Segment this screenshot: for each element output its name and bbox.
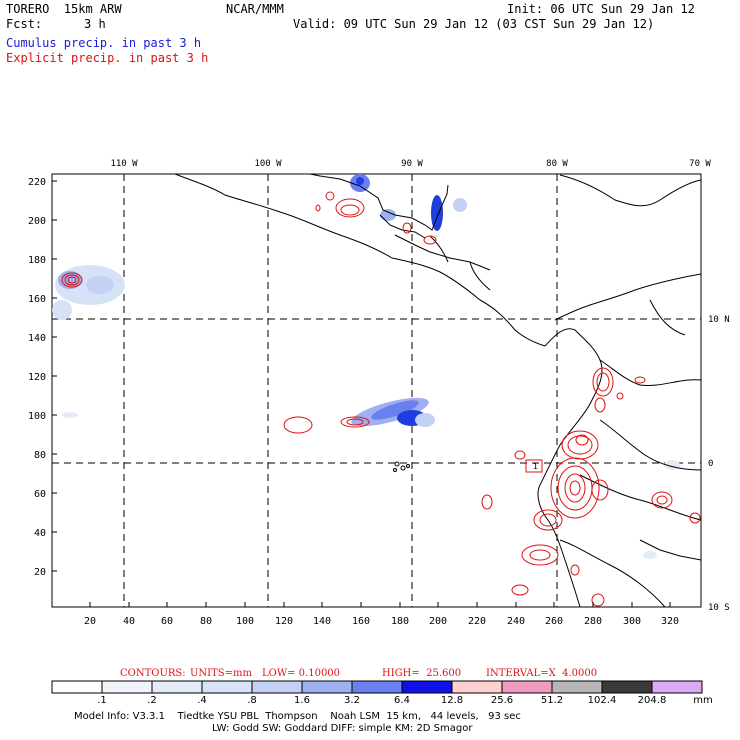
coastlines <box>174 173 702 608</box>
model-info-line2: LW: Godd SW: Goddard DIFF: simple KM: 2D… <box>212 723 473 734</box>
scale-swatch <box>501 680 553 694</box>
scale-label: 6.4 <box>394 695 410 706</box>
x-tick-label: 260 <box>545 616 563 627</box>
x-tick-label: 280 <box>584 616 602 627</box>
contour-interval: INTERVAL=X 4.0000 <box>486 668 598 679</box>
x-tick-label: 320 <box>661 616 679 627</box>
scale-label: 3.2 <box>344 695 360 706</box>
x-tick-label: 120 <box>275 616 293 627</box>
scale-swatch <box>151 680 203 694</box>
scale-swatch <box>551 680 603 694</box>
scale-label: 12.8 <box>440 695 464 706</box>
y-tick-label: 80 <box>34 450 46 461</box>
init-time: Init: 06 UTC Sun 29 Jan 12 <box>507 2 695 16</box>
x-tick-label: 200 <box>429 616 447 627</box>
cumulus-precip-areas <box>52 174 680 559</box>
x-tick-label: 20 <box>84 616 96 627</box>
lat-label-10s: 10 S <box>708 603 730 613</box>
y-tick-label: 200 <box>28 216 46 227</box>
valid-time: Valid: 09 UTC Sun 29 Jan 12 (03 CST Sun … <box>293 17 655 31</box>
y-tick-label: 140 <box>28 333 46 344</box>
scale-unit: mm <box>693 695 713 706</box>
map-frame <box>51 173 702 608</box>
y-tick-label: 220 <box>28 177 46 188</box>
scale-label: 25.6 <box>490 695 514 706</box>
y-tick-label: 20 <box>34 567 46 578</box>
lon-label-110w: 110 W <box>110 159 138 169</box>
scale-label: 204.8 <box>637 695 667 706</box>
model-info-line1: Model Info: V3.3.1 Tiedtke YSU PBL Thomp… <box>74 711 521 722</box>
model-title: TORERO 15km ARW <box>6 2 122 16</box>
scale-label: 102.4 <box>587 695 617 706</box>
color-scale-bar <box>51 680 703 694</box>
lon-label-100w: 100 W <box>254 159 282 169</box>
lon-label-80w: 80 W <box>546 159 568 169</box>
forecast-value: 3 h <box>84 17 106 31</box>
x-tick-label: 300 <box>623 616 641 627</box>
lat-label-10n: 10 N <box>708 315 730 325</box>
explicit-precip-contours <box>61 191 701 607</box>
scale-swatch <box>201 680 253 694</box>
x-tick-label: 220 <box>468 616 486 627</box>
scale-swatch <box>451 680 503 694</box>
lon-label-90w: 90 W <box>401 159 423 169</box>
axis-ticks <box>52 180 671 607</box>
scale-swatch <box>401 680 453 694</box>
field-explicit-label: Explicit precip. in past 3 h <box>6 51 209 65</box>
x-tick-label: 60 <box>161 616 173 627</box>
field-cumulus-label: Cumulus precip. in past 3 h <box>6 36 202 50</box>
x-tick-label: 40 <box>123 616 135 627</box>
x-tick-label: 160 <box>352 616 370 627</box>
forecast-label: Fcst: <box>6 17 43 31</box>
contour-title: CONTOURS: <box>120 668 186 679</box>
x-tick-label: 140 <box>313 616 331 627</box>
scale-swatch <box>351 680 403 694</box>
scale-label: 51.2 <box>540 695 564 706</box>
scale-swatch <box>101 680 153 694</box>
y-tick-label: 100 <box>28 411 46 422</box>
x-tick-label: 180 <box>391 616 409 627</box>
scale-swatch <box>51 680 103 694</box>
scale-label: .2 <box>147 695 157 706</box>
x-tick-label: 100 <box>236 616 254 627</box>
y-tick-label: 120 <box>28 372 46 383</box>
contour-low: LOW= 0.10000 <box>262 668 341 679</box>
org-label: NCAR/MMM <box>226 2 284 16</box>
contour-units: UNITS=mm <box>190 668 252 679</box>
y-tick-label: 180 <box>28 255 46 266</box>
scale-label: 1.6 <box>294 695 310 706</box>
y-tick-label: 40 <box>34 528 46 539</box>
scale-swatch <box>251 680 303 694</box>
scale-label: .4 <box>197 695 207 706</box>
x-tick-label: 80 <box>200 616 212 627</box>
scale-swatch <box>651 680 703 694</box>
scale-label: .8 <box>247 695 257 706</box>
lon-label-70w: 70 W <box>689 159 711 169</box>
contour-high: HIGH= 25.600 <box>382 668 462 679</box>
y-tick-label: 160 <box>28 294 46 305</box>
contour-high-marker: 1 <box>533 462 538 471</box>
y-tick-label: 60 <box>34 489 46 500</box>
x-tick-label: 240 <box>507 616 525 627</box>
graticule <box>52 174 701 607</box>
scale-label: .1 <box>97 695 107 706</box>
scale-swatch <box>601 680 653 694</box>
scale-swatch <box>301 680 353 694</box>
lat-label-0: 0 <box>708 459 713 469</box>
